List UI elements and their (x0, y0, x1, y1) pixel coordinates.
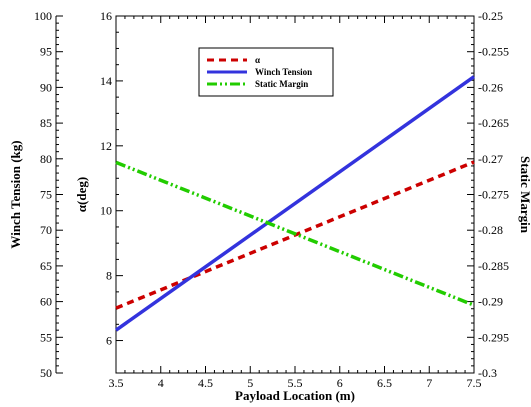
tension-tick-label: 90 (40, 80, 52, 94)
margin-tick-label: -0.275 (478, 188, 509, 202)
alpha-tick-label: 8 (106, 269, 112, 283)
x-axis-title: Payload Location (m) (235, 388, 355, 403)
x-tick-label: 5 (247, 376, 253, 390)
margin-tick-label: -0.295 (478, 330, 509, 344)
x-tick-label: 5.5 (288, 376, 303, 390)
alpha-tick-label: 10 (100, 204, 112, 218)
legend-label: Static Margin (255, 79, 308, 89)
tension-tick-label: 70 (40, 223, 52, 237)
x-tick-label: 3.5 (109, 376, 124, 390)
series-line-static-margin (115, 160, 475, 307)
alpha-tick-label: 16 (100, 9, 112, 23)
tension-tick-label: 100 (34, 9, 52, 23)
margin-tick-label: -0.285 (478, 259, 509, 273)
alpha-tick-label: 14 (100, 74, 112, 88)
tension-tick-label: 60 (40, 295, 52, 309)
margin-tick-label: -0.265 (478, 116, 509, 130)
series-line-winch-tension (114, 75, 476, 332)
x-tick-label: 4 (158, 376, 164, 390)
y-axis-title-alpha: α(deg) (74, 177, 89, 212)
margin-tick-label: -0.25 (478, 9, 503, 23)
y-axis-title-winch-tension: Winch Tension (kg) (8, 140, 23, 248)
margin-tick-label: -0.28 (478, 223, 503, 237)
margin-tick-label: -0.3 (478, 366, 497, 380)
tension-tick-label: 75 (40, 188, 52, 202)
margin-tick-label: -0.29 (478, 295, 503, 309)
x-tick-label: 6.5 (377, 376, 392, 390)
x-tick-label: 7 (426, 376, 432, 390)
margin-tick-label: -0.255 (478, 45, 509, 59)
margin-tick-label: -0.27 (478, 152, 503, 166)
tension-tick-label: 85 (40, 116, 52, 130)
margin-tick-label: -0.26 (478, 80, 503, 94)
x-tick-label: 7.5 (467, 376, 482, 390)
tension-tick-label: 50 (40, 366, 52, 380)
y-axis-title-static-margin: Static Margin (518, 156, 531, 234)
x-tick-label: 6 (337, 376, 343, 390)
tension-tick-label: 95 (40, 45, 52, 59)
tension-tick-label: 65 (40, 259, 52, 273)
x-tick-label: 4.5 (198, 376, 213, 390)
tension-tick-label: 80 (40, 152, 52, 166)
tension-tick-label: 55 (40, 330, 52, 344)
legend-label: Winch Tension (255, 67, 312, 77)
legend-label: α (255, 55, 260, 65)
alpha-tick-label: 6 (106, 334, 112, 348)
alpha-tick-label: 12 (100, 139, 112, 153)
